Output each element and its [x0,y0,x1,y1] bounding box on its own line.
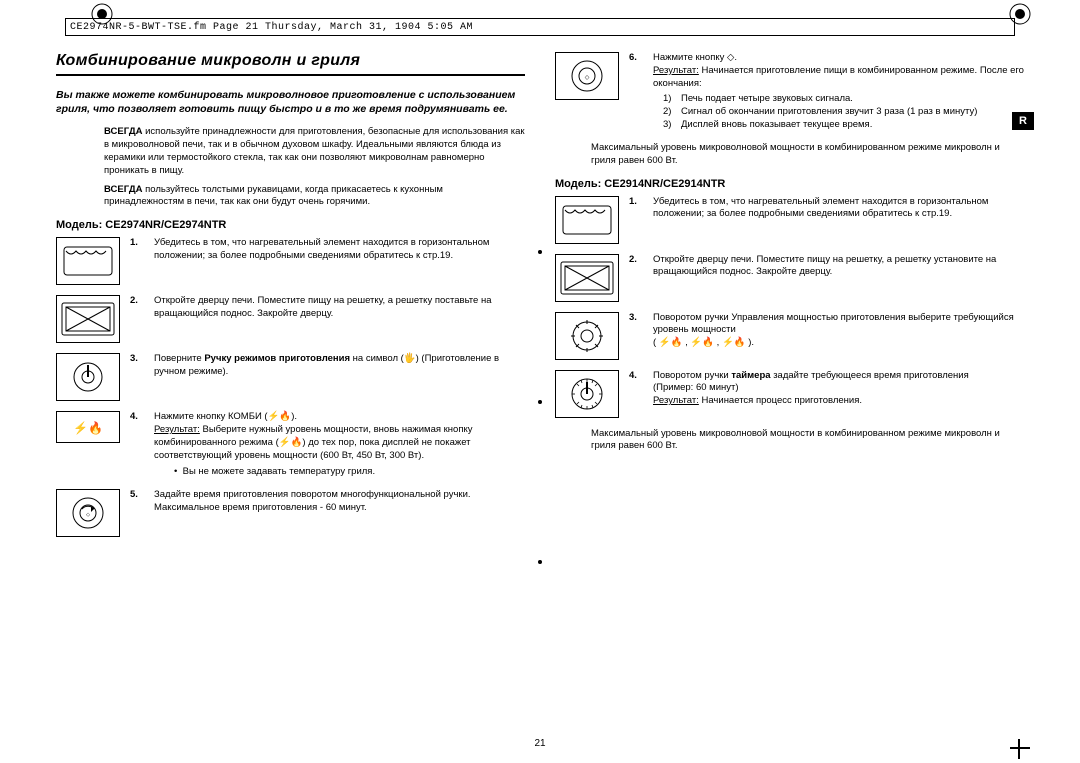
always-paragraph-2: ВСЕГДА пользуйтесь толстыми рукавицами, … [104,184,525,210]
step-number: 2. [629,254,643,265]
b4-pre: Поворотом ручки [653,370,731,381]
model-a-step-3: 3. Поверните Ручку режимов приготовления… [56,353,525,401]
step-text: Откройте дверцу печи. Поместите пищу на … [653,254,1024,280]
right-column: ◇ 6. Нажмите кнопку ◇. Результат: Начина… [555,52,1024,537]
thumb-combi-button-icon: ⚡🔥 [56,411,120,443]
thumb-timer-knob-icon: ◇ [56,489,120,537]
thumb-heating-element-icon [555,196,619,244]
step-text: Откройте дверцу печи. Поместите пищу на … [154,295,525,321]
model-b-step-2: 2. Откройте дверцу печи. Поместите пищу … [555,254,1024,302]
always-label-1: ВСЕГДА [104,126,142,137]
model-a-step-1: 1. Убедитесь в том, что нагревательный э… [56,237,525,285]
page-number: 21 [534,738,545,749]
b3a: Поворотом ручки Управления мощностью при… [653,312,1014,336]
a4-note-text: Вы не можете задавать температуру гриля. [183,466,376,477]
crop-mark-tl [90,2,114,26]
section-title: Комбинирование микроволн и гриля [56,52,525,76]
a3-pre: Поверните [154,353,204,364]
step-text: Поворотом ручки таймера задайте требующе… [653,370,1024,408]
thumb-open-door-icon [56,295,120,343]
result-label: Результат: [653,395,699,406]
thumb-heating-element-icon [56,237,120,285]
step-number: 1. [629,196,643,207]
step-text: Поворотом ручки Управления мощностью при… [653,312,1024,350]
result-label: Результат: [653,65,699,76]
svg-text:⚡🔥: ⚡🔥 [73,421,103,435]
column-divider [540,250,541,643]
sub-num: 2) [663,106,677,119]
para1-text: используйте принадлежности для приготовл… [104,126,525,175]
svg-text:◇: ◇ [585,75,590,81]
step-number: 3. [130,353,144,364]
model-b-step-1: 1. Убедитесь в том, что нагревательный э… [555,196,1024,244]
step-number: 3. [629,312,643,323]
svg-text:◇: ◇ [86,512,90,518]
para2-text: пользуйтесь толстыми рукавицами, когда п… [104,184,443,208]
model-a-step-4: ⚡🔥 4. Нажмите кнопку КОМБИ (⚡🔥). Результ… [56,411,525,479]
step-number: 6. [629,52,643,63]
step-number: 4. [130,411,144,422]
model-b-heading: Модель: CE2914NR/CE2914NTR [555,178,1024,190]
step-number: 4. [629,370,643,381]
model-a-heading: Модель: CE2974NR/CE2974NTR [56,219,525,231]
model-b-step-4: 4. Поворотом ручки таймера задайте требу… [555,370,1024,418]
step-text: Убедитесь в том, что нагревательный элем… [154,237,525,263]
always-paragraph-1: ВСЕГДА используйте принадлежности для пр… [104,126,525,177]
sub-num: 3) [663,119,677,132]
step-number: 5. [130,489,144,500]
crop-mark-tr [1008,2,1032,26]
thumb-open-door-icon [555,254,619,302]
thumb-start-button-icon: ◇ [555,52,619,100]
step-number: 1. [130,237,144,248]
b3b: ( ⚡🔥 , ⚡🔥 , ⚡🔥 ). [653,337,754,348]
step-number: 2. [130,295,144,306]
page-header-frame: CE2974NR-5-BWT-TSE.fm Page 21 Thursday, … [65,18,1015,36]
thumb-timer-dial-icon [555,370,619,418]
step-text: Задайте время приготовления поворотом мн… [154,489,525,515]
step-text: Нажмите кнопку КОМБИ (⚡🔥). Результат: Вы… [154,411,525,479]
always-label-2: ВСЕГДА [104,184,142,195]
model-a-step-5: ◇ 5. Задайте время приготовления поворот… [56,489,525,537]
b4-ex: (Пример: 60 минут) [653,382,739,393]
a6-pre: Нажмите кнопку [653,52,727,63]
a4-pre: Нажмите кнопку КОМБИ (⚡🔥). [154,411,297,422]
a3-bold: Ручку режимов приготовления [204,353,350,364]
a6-s3: Дисплей вновь показывает текущее время. [681,119,872,132]
a4-note: • Вы не можете задавать температуру грил… [174,466,525,479]
model-b-step-3: 3. Поворотом ручки Управления мощностью … [555,312,1024,360]
language-tab-r: R [1012,112,1034,130]
b4-post: задайте требующееся время приготовления [771,370,969,381]
a6-post: . [734,52,737,63]
a6-s1: Печь подает четыре звуковых сигнала. [681,93,853,106]
step-text: Нажмите кнопку ◇. Результат: Начинается … [653,52,1024,132]
sub-num: 1) [663,93,677,106]
step-text: Поверните Ручку режимов приготовления на… [154,353,525,379]
max-power-note-a: Максимальный уровень микроволновой мощно… [591,142,1024,168]
header-file-info: CE2974NR-5-BWT-TSE.fm Page 21 Thursday, … [70,22,473,33]
model-a-step-6: ◇ 6. Нажмите кнопку ◇. Результат: Начина… [555,52,1024,132]
intro-paragraph: Вы также можете комбинировать микроволно… [56,88,525,116]
max-power-note-b: Максимальный уровень микроволновой мощно… [591,428,1024,454]
crop-corner-br [1010,739,1030,759]
result-label: Результат: [154,424,200,435]
b4-result: Начинается процесс приготовления. [699,395,862,406]
thumb-power-knob-icon [555,312,619,360]
model-a-step-2: 2. Откройте дверцу печи. Поместите пищу … [56,295,525,343]
a6-result: Начинается приготовление пищи в комбинир… [653,65,1024,89]
left-column: Комбинирование микроволн и гриля Вы такж… [56,52,525,537]
step-text: Убедитесь в том, что нагревательный элем… [653,196,1024,222]
a4-result: Выберите нужный уровень мощности, вновь … [154,424,472,461]
a6-s2: Сигнал об окончании приготовления звучит… [681,106,977,119]
b4-bold: таймера [731,370,770,381]
thumb-mode-knob-icon [56,353,120,401]
